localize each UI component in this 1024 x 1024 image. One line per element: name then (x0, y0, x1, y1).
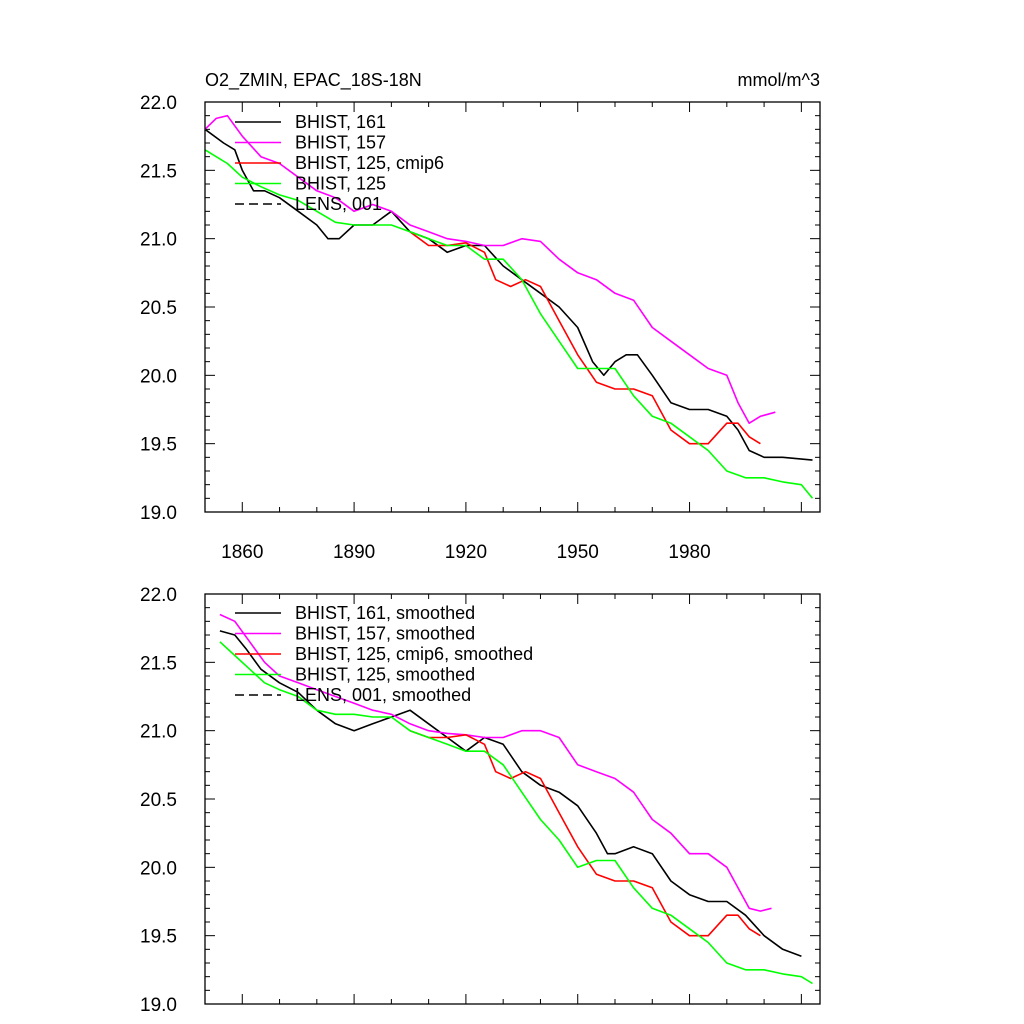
y-tick-label: 19.5 (140, 435, 177, 456)
y-tick-label: 21.5 (140, 653, 177, 674)
y-tick-label: 19.0 (140, 503, 177, 524)
legend-label: LENS, 001 (295, 194, 382, 214)
y-tick-label: 22.0 (140, 93, 177, 114)
x-tick-label: 1920 (445, 542, 487, 563)
series-line (204, 149, 814, 499)
y-tick-label: 20.0 (140, 858, 177, 879)
legend-label: LENS, 001, smoothed (295, 685, 471, 705)
plot-frame (204, 101, 821, 513)
y-tick-label: 19.0 (140, 995, 177, 1016)
series-line (204, 128, 813, 461)
legend-label: BHIST, 125 (295, 174, 386, 194)
legend-label: BHIST, 161 (295, 112, 386, 132)
series-line (219, 641, 813, 985)
y-tick-label: 21.0 (140, 230, 177, 251)
y-tick-label: 20.0 (140, 366, 177, 387)
legend-label: BHIST, 125, smoothed (295, 665, 475, 685)
y-tick-label: 20.5 (140, 298, 177, 319)
bottom-chart-panel: 19.0 19.5 20.0 20.5 21.0 21.5 22.0 BHIST, 161, … (140, 585, 821, 1016)
y-tick-label: 19.5 (140, 927, 177, 948)
legend-label: BHIST, 157 (295, 133, 386, 153)
y-tick-label: 21.5 (140, 161, 177, 182)
x-tick-label: 1890 (333, 542, 375, 563)
legend-label: BHIST, 161, smoothed (295, 603, 475, 623)
y-tick-label: 20.5 (140, 790, 177, 811)
plot-layer: 19.0 19.5 20.0 20.5 21.0 21.5 22.0 1860 1890 1920… (140, 93, 820, 563)
series-line (204, 114, 776, 425)
top-chart-panel: O2_ZMIN, EPAC_18S-18N mmol/m^3 19.0 19.5 2… (140, 70, 821, 563)
series-line (409, 231, 761, 445)
plot-layer: 19.0 19.5 20.0 20.5 21.0 21.5 22.0 BHIST, 161, … (140, 585, 820, 1016)
y-tick-label: 21.0 (140, 722, 177, 743)
series-line (219, 630, 802, 957)
legend-label: BHIST, 125, cmip6 (295, 153, 444, 173)
x-tick-label: 1860 (221, 542, 263, 563)
legend-label: BHIST, 157, smoothed (295, 624, 475, 644)
y-tick-label: 22.0 (140, 585, 177, 606)
series-line (219, 613, 772, 912)
x-tick-label: 1950 (557, 542, 599, 563)
chart-title: O2_ZMIN, EPAC_18S-18N (205, 70, 422, 91)
units-label: mmol/m^3 (738, 70, 820, 90)
series-line (409, 729, 761, 937)
x-tick-label: 1980 (668, 542, 710, 563)
legend-label: BHIST, 125, cmip6, smoothed (295, 644, 533, 664)
plot-frame (204, 593, 821, 1005)
